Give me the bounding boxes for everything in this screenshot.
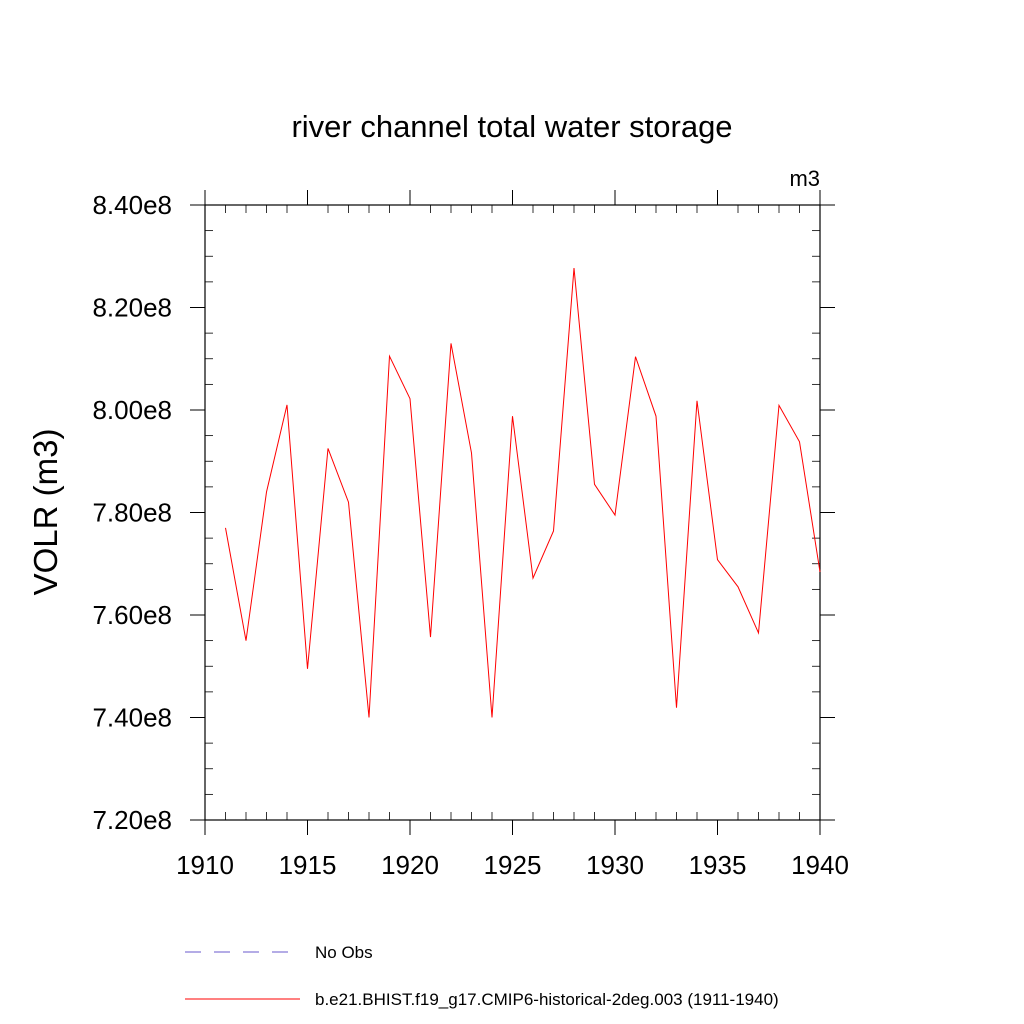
y-tick-label: 8.00e8 — [92, 395, 172, 425]
chart-title: river channel total water storage — [291, 109, 732, 144]
y-tick-label: 8.40e8 — [92, 190, 172, 220]
series-layer — [225, 267, 821, 718]
x-tick-label: 1920 — [381, 850, 439, 880]
x-tick-label: 1930 — [586, 850, 644, 880]
plot-frame — [204, 204, 821, 821]
x-tick-label: 1940 — [791, 850, 849, 880]
series-line — [225, 267, 821, 718]
x-tick-label: 1925 — [484, 850, 542, 880]
x-tick-label: 1910 — [176, 850, 234, 880]
axis-ticks — [190, 190, 835, 835]
y-axis-label: VOLR (m3) — [27, 429, 64, 596]
legend-label: No Obs — [315, 943, 373, 962]
legend: No Obs b.e21.BHIST.f19_g17.CMIP6-historic… — [185, 943, 779, 1009]
y-tick-label: 7.40e8 — [92, 703, 172, 733]
units-label: m3 — [789, 166, 820, 191]
axis-tick-labels: 1910 1915 1920 1925 1930 1935 1940 7.20e8 7.40e8… — [92, 190, 848, 880]
y-tick-label: 7.20e8 — [92, 805, 172, 835]
x-tick-label: 1915 — [279, 850, 337, 880]
y-tick-label: 7.80e8 — [92, 498, 172, 528]
y-tick-label: 8.20e8 — [92, 293, 172, 323]
x-tick-label: 1935 — [689, 850, 747, 880]
legend-label: b.e21.BHIST.f19_g17.CMIP6-historical-2de… — [315, 990, 779, 1009]
y-tick-label: 7.60e8 — [92, 600, 172, 630]
